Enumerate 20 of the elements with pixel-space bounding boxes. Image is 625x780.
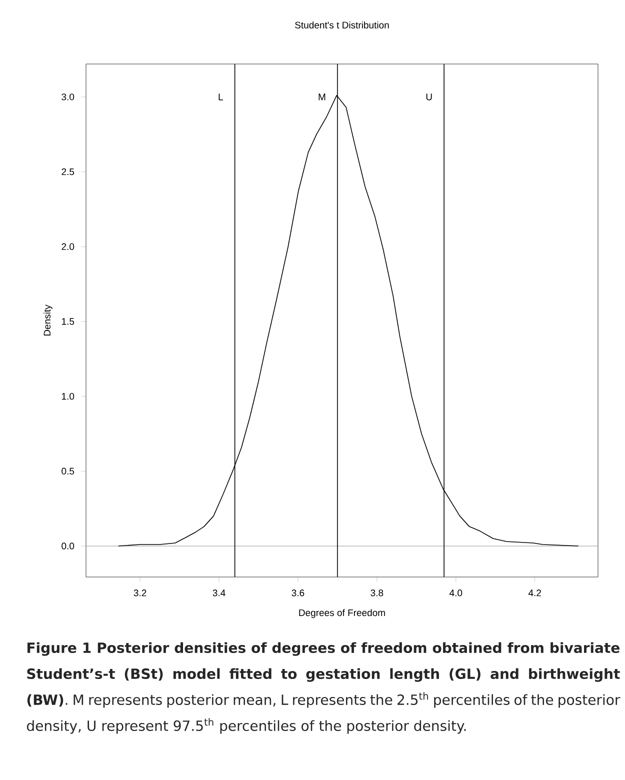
y-tick-label: 0.5 — [62, 468, 74, 475]
y-axis-title: Density — [44, 304, 52, 336]
ref-line-label: M — [318, 94, 326, 100]
x-tick-label: 3.8 — [370, 590, 384, 596]
x-tick-label: 3.4 — [212, 590, 226, 596]
y-tick-label: 0.0 — [62, 542, 74, 550]
x-axis-title: Degrees of Freedom — [299, 609, 385, 618]
ref-line-label: U — [426, 94, 432, 100]
x-tick-label: 3.6 — [292, 590, 304, 596]
ref-line-label: L — [218, 94, 223, 100]
x-tick-label: 3.2 — [134, 590, 146, 596]
y-tick-label: 1.5 — [62, 318, 74, 325]
x-tick-label: 4.2 — [528, 590, 541, 596]
x-tick-label: 4.0 — [450, 590, 462, 596]
chart-title: Student's t Distribution — [295, 21, 389, 28]
y-tick-label: 2.5 — [62, 168, 74, 176]
y-tick-label: 3.0 — [62, 94, 74, 100]
text: Figure 1 Posterior densities of degrees of freedom obtained from bivariate Student’s-t (BSt) model fitted to gestation length (GL) and birthweight (BW). M represents posterior mean, L represents the 2.5$^{th}$ percentiles of the posterior density, U represent 97.5$^{th}$ percentiles of the posterior density. — [26, 642, 620, 734]
y-tick-label: 1.0 — [62, 392, 74, 400]
y-tick-label: 2.0 — [62, 243, 74, 250]
